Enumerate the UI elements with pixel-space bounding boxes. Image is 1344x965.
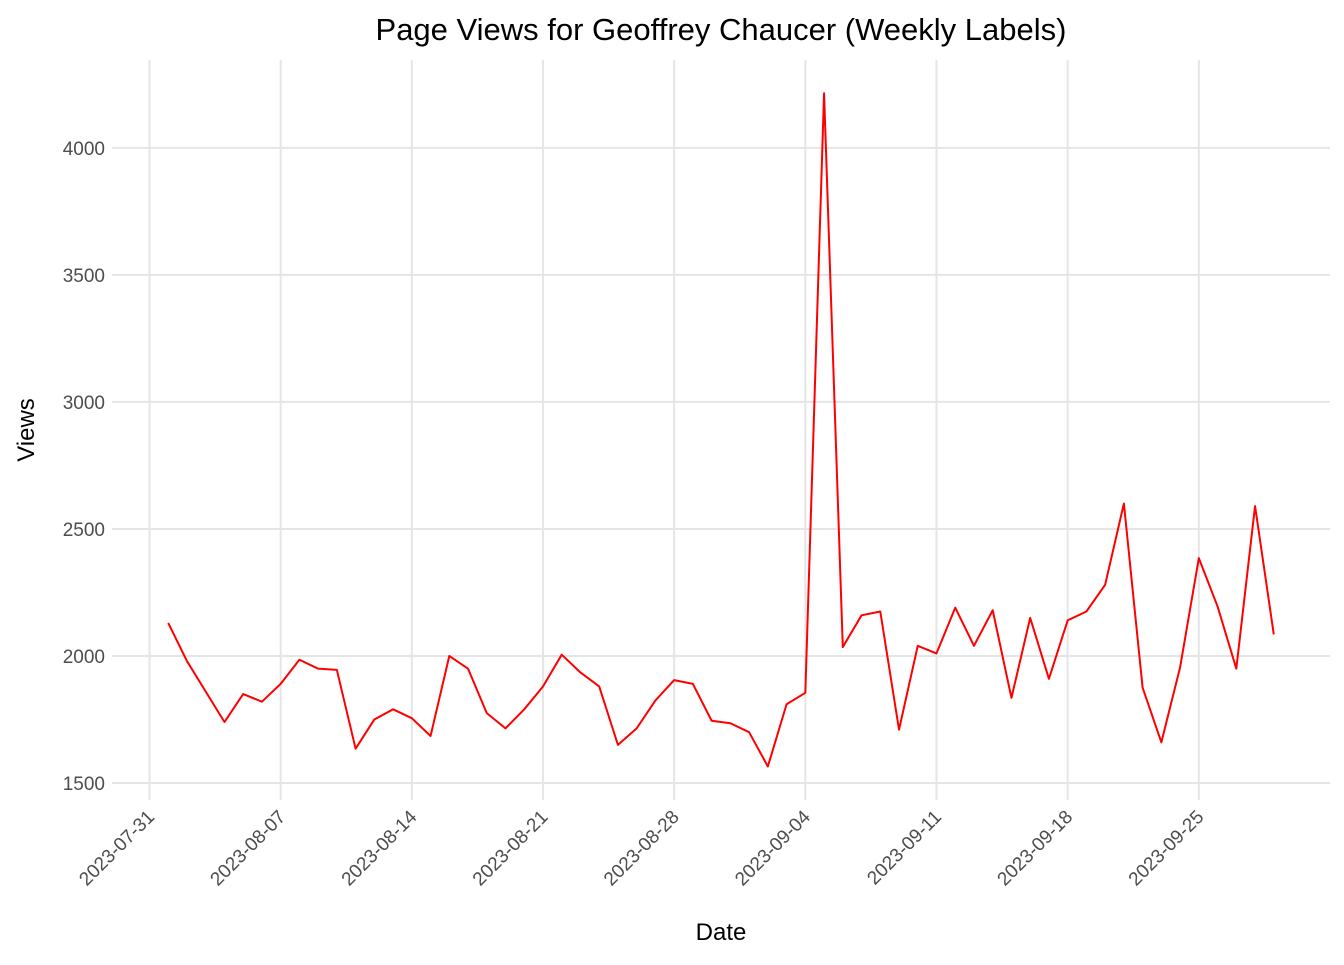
x-tick-label: 2023-09-25 <box>1125 807 1209 891</box>
y-tick-label: 2500 <box>63 520 105 541</box>
y-tick-label: 1500 <box>63 774 105 795</box>
x-tick-label: 2023-08-28 <box>600 807 684 891</box>
x-tick-label: 2023-08-21 <box>469 807 553 891</box>
x-tick-label: 2023-09-04 <box>731 806 815 890</box>
y-tick-label: 2000 <box>63 647 105 668</box>
y-tick-label: 3000 <box>63 393 105 414</box>
y-tick-label: 4000 <box>63 139 105 160</box>
x-tick-label: 2023-07-31 <box>75 807 159 891</box>
x-tick-label: 2023-08-14 <box>338 806 422 890</box>
x-tick-label: 2023-09-11 <box>863 807 946 890</box>
x-tick-label: 2023-08-07 <box>207 807 291 891</box>
line <box>167 92 1275 768</box>
chart-title: Page Views for Geoffrey Chaucer (Weekly … <box>376 12 1067 47</box>
x-axis-title: Date <box>696 919 747 946</box>
y-tick-label: 3500 <box>63 266 105 287</box>
y-axis-title: Views <box>13 398 40 462</box>
x-tick-label: 2023-09-18 <box>994 807 1078 891</box>
